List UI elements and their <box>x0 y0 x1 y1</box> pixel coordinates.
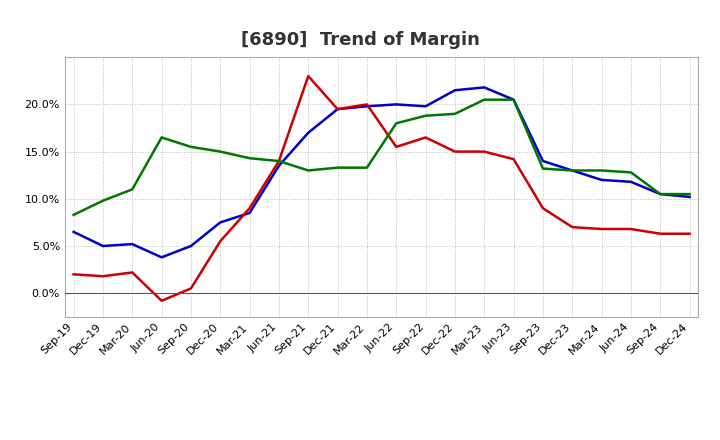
Operating Cashflow <box>539 166 547 171</box>
Ordinary Income <box>274 163 283 169</box>
Operating Cashflow <box>304 168 312 173</box>
Net Income <box>186 286 195 291</box>
Net Income <box>216 238 225 244</box>
Net Income <box>598 226 606 231</box>
Net Income <box>333 106 342 112</box>
Operating Cashflow <box>99 198 107 203</box>
Operating Cashflow <box>568 168 577 173</box>
Net Income <box>626 226 635 231</box>
Ordinary Income <box>568 168 577 173</box>
Ordinary Income <box>363 104 372 109</box>
Ordinary Income <box>451 88 459 93</box>
Operating Cashflow <box>685 191 694 197</box>
Net Income <box>451 149 459 154</box>
Ordinary Income <box>216 220 225 225</box>
Operating Cashflow <box>274 158 283 164</box>
Operating Cashflow <box>128 187 137 192</box>
Net Income <box>363 102 372 107</box>
Ordinary Income <box>246 210 254 216</box>
Ordinary Income <box>421 104 430 109</box>
Ordinary Income <box>392 102 400 107</box>
Ordinary Income <box>186 243 195 249</box>
Net Income <box>480 149 489 154</box>
Net Income <box>685 231 694 236</box>
Operating Cashflow <box>392 121 400 126</box>
Net Income <box>128 270 137 275</box>
Operating Cashflow <box>157 135 166 140</box>
Net Income <box>304 73 312 79</box>
Operating Cashflow <box>451 111 459 117</box>
Operating Cashflow <box>656 191 665 197</box>
Net Income <box>421 135 430 140</box>
Operating Cashflow <box>598 168 606 173</box>
Operating Cashflow <box>363 165 372 170</box>
Ordinary Income <box>480 85 489 90</box>
Line: Net Income: Net Income <box>73 76 690 301</box>
Ordinary Income <box>333 106 342 112</box>
Net Income <box>69 271 78 277</box>
Operating Cashflow <box>333 165 342 170</box>
Net Income <box>539 205 547 211</box>
Ordinary Income <box>69 229 78 235</box>
Net Income <box>157 298 166 304</box>
Net Income <box>274 158 283 164</box>
Line: Ordinary Income: Ordinary Income <box>73 88 690 257</box>
Ordinary Income <box>539 158 547 164</box>
Ordinary Income <box>128 242 137 247</box>
Ordinary Income <box>656 191 665 197</box>
Ordinary Income <box>685 194 694 200</box>
Net Income <box>509 157 518 162</box>
Ordinary Income <box>598 177 606 183</box>
Net Income <box>99 274 107 279</box>
Net Income <box>656 231 665 236</box>
Ordinary Income <box>157 255 166 260</box>
Ordinary Income <box>304 130 312 136</box>
Line: Operating Cashflow: Operating Cashflow <box>73 100 690 215</box>
Operating Cashflow <box>509 97 518 103</box>
Net Income <box>568 224 577 230</box>
Operating Cashflow <box>186 144 195 150</box>
Ordinary Income <box>99 243 107 249</box>
Operating Cashflow <box>626 170 635 175</box>
Operating Cashflow <box>246 156 254 161</box>
Ordinary Income <box>509 97 518 103</box>
Ordinary Income <box>626 179 635 184</box>
Operating Cashflow <box>480 97 489 103</box>
Net Income <box>246 205 254 211</box>
Operating Cashflow <box>421 113 430 118</box>
Net Income <box>392 144 400 150</box>
Text: [6890]  Trend of Margin: [6890] Trend of Margin <box>240 31 480 49</box>
Operating Cashflow <box>69 212 78 217</box>
Operating Cashflow <box>216 149 225 154</box>
